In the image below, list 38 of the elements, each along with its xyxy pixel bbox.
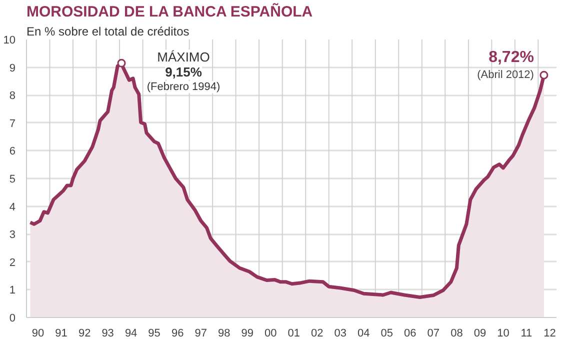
x-tick-label: 05 — [380, 328, 394, 339]
x-tick-label: 01 — [288, 328, 300, 339]
x-tick-label: 08 — [450, 328, 463, 339]
y-tick-label: 4 — [9, 201, 16, 214]
x-tick-label: 07 — [427, 328, 440, 339]
x-tick-label: 95 — [148, 328, 160, 339]
x-tick-label: 11 — [520, 328, 532, 339]
x-tick-label: 10 — [497, 328, 510, 339]
x-tick-label: 04 — [358, 328, 370, 339]
x-tick-label: 98 — [218, 328, 230, 339]
x-tick-label: 12 — [544, 328, 556, 339]
y-tick-label: 5 — [9, 174, 16, 186]
x-tick-label: 09 — [474, 328, 486, 339]
x-tick-label: 92 — [78, 328, 91, 339]
x-tick-label: 03 — [334, 328, 347, 339]
annotation: 8,72% (Abril 2012) — [477, 49, 534, 82]
annotation: MÁXIMO 9,15% (Febrero 1994) — [146, 50, 220, 94]
x-tick-label: 00 — [264, 328, 277, 339]
x-tick-label: 90 — [32, 328, 44, 339]
x-tick-label: 96 — [171, 328, 184, 339]
chart-subtitle: En % sobre el total de créditos — [26, 24, 190, 38]
x-tick-label: 97 — [194, 328, 207, 339]
x-tick-label: 93 — [102, 328, 114, 339]
y-tick-label: 6 — [9, 146, 16, 158]
y-tick-label: 0 — [9, 312, 16, 324]
x-tick-label: 06 — [404, 328, 416, 339]
x-tick-label: 02 — [311, 328, 324, 339]
x-tick-label: 91 — [55, 328, 68, 339]
chart-title: MOROSIDAD DE LA BANCA ESPAÑOLA — [26, 2, 313, 20]
y-tick-label: 1 — [9, 284, 16, 297]
y-tick-label: 3 — [9, 229, 16, 242]
y-tick-label: 7 — [9, 118, 16, 130]
y-tick-label: 2 — [9, 256, 16, 269]
y-tick-label: 10 — [3, 34, 16, 46]
y-tick-label: 8 — [9, 90, 16, 102]
x-tick-label: 99 — [241, 328, 254, 339]
y-tick-label: 9 — [9, 62, 16, 74]
x-tick-label: 94 — [124, 328, 138, 339]
